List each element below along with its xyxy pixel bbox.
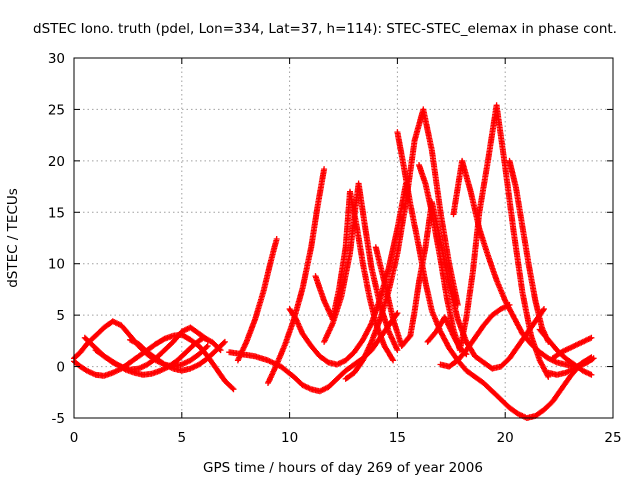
- data-point-markers: [234, 236, 280, 364]
- data-series: [71, 102, 597, 421]
- plot-frame: [73, 57, 614, 419]
- x-tick-label: 5: [178, 430, 187, 446]
- x-tick-label: 20: [497, 430, 514, 446]
- x-axis-label: GPS time / hours of day 269 of year 2006: [203, 460, 483, 476]
- x-tick-label: 25: [604, 430, 621, 446]
- series-arc07: [226, 310, 401, 395]
- series-arc19: [506, 157, 552, 345]
- series-arc05: [127, 336, 228, 374]
- y-tick-label: 15: [48, 205, 65, 221]
- data-point-markers: [549, 334, 595, 362]
- series-arc06: [234, 236, 280, 364]
- series-arc16: [424, 314, 470, 358]
- data-point-markers: [545, 354, 595, 378]
- y-tick-label: 25: [48, 102, 65, 118]
- x-tick-label: 10: [281, 430, 298, 446]
- y-axis-label: dSTEC / TECUs: [5, 188, 21, 288]
- data-point-markers: [226, 310, 401, 395]
- data-point-markers: [127, 336, 228, 374]
- data-point-markers: [265, 166, 328, 386]
- series-arc04: [92, 324, 211, 373]
- data-point-markers: [424, 314, 470, 358]
- y-tick-label: 30: [48, 51, 65, 67]
- series-arc12: [342, 106, 461, 382]
- data-point-markers: [437, 301, 513, 370]
- series-arc18: [437, 301, 513, 370]
- x-tick-label: 0: [70, 430, 79, 446]
- series-arc21: [545, 354, 595, 378]
- y-tick-label: 10: [48, 257, 65, 273]
- data-point-markers: [342, 106, 461, 382]
- series-arc08: [265, 166, 328, 386]
- axes: 0 5 10 15 20 25 -5 0 5 10 15 20 25 30: [48, 51, 622, 446]
- y-tick-label: -5: [52, 411, 65, 427]
- chart-title: dSTEC Iono. truth (pdel, Lon=334, Lat=37…: [33, 21, 617, 37]
- y-tick-label: 0: [56, 360, 65, 376]
- y-tick-label: 20: [48, 154, 65, 170]
- data-point-markers: [92, 324, 211, 373]
- series-arc22: [549, 334, 595, 362]
- x-tick-label: 15: [389, 430, 406, 446]
- data-point-markers: [506, 157, 552, 345]
- y-tick-label: 5: [56, 308, 65, 324]
